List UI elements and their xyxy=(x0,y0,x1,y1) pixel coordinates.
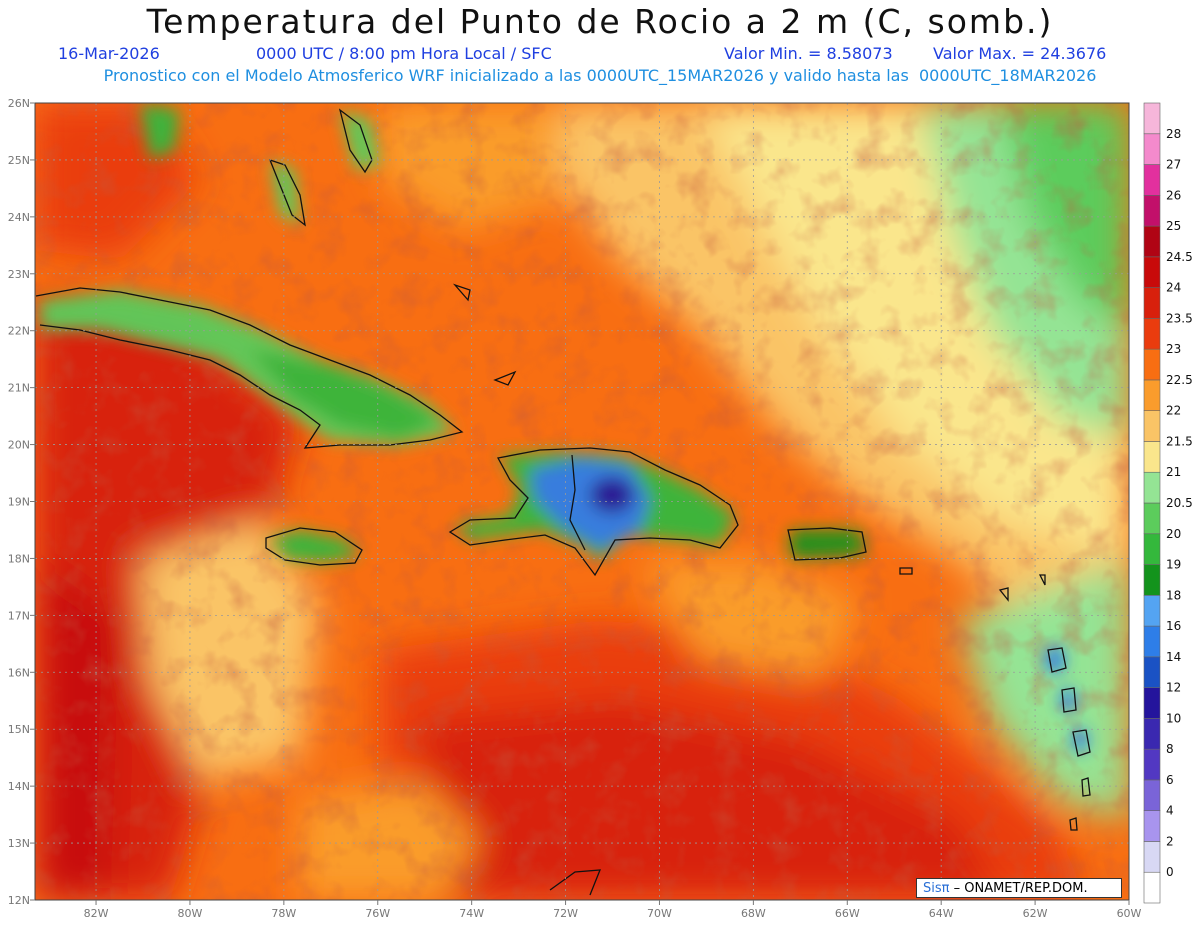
colorbar-label: 12 xyxy=(1166,681,1181,695)
colorbar-label: 16 xyxy=(1166,619,1181,633)
colorbar-swatch xyxy=(1143,502,1161,535)
lon-label: 66W xyxy=(835,907,860,920)
lat-label: 20N xyxy=(8,439,30,452)
colorbar-swatch xyxy=(1143,533,1161,565)
lat-label: 26N xyxy=(8,97,30,110)
valid-time: 0000 UTC / 8:00 pm Hora Local / SFC xyxy=(256,44,552,63)
colorbar-label: 23.5 xyxy=(1166,311,1193,325)
colorbar-swatch xyxy=(1143,471,1161,504)
colorbar-swatch xyxy=(1143,133,1161,165)
colorbar-swatch xyxy=(1143,348,1161,381)
lat-label: 18N xyxy=(8,552,30,565)
colorbar-label: 0 xyxy=(1166,865,1174,879)
colorbar-swatch xyxy=(1143,287,1161,319)
lon-label: 68W xyxy=(741,907,766,920)
colorbar-swatch xyxy=(1143,256,1161,288)
latitude-axis: 26N 25N 24N 23N 22N 21N 20N 19N 18N 17N 16N 15N 14N 1… xyxy=(8,97,35,907)
colorbar-swatch xyxy=(1143,379,1161,411)
colorbar-swatch xyxy=(1143,625,1161,658)
colorbar-swatch xyxy=(1143,871,1161,904)
colorbar-label: 20.5 xyxy=(1166,496,1193,510)
lon-label: 82W xyxy=(84,907,109,920)
lon-label: 64W xyxy=(929,907,954,920)
lat-label: 25N xyxy=(8,154,30,167)
lon-label: 78W xyxy=(271,907,296,920)
colorbar-swatch xyxy=(1143,195,1161,227)
colorbar-label: 8 xyxy=(1166,742,1174,756)
colorbar-swatch xyxy=(1143,748,1161,781)
credit-badge: Sisπ – ONAMET/REP.DOM. xyxy=(916,878,1122,898)
colorbar-swatch xyxy=(1143,225,1161,258)
colorbar-label: 22 xyxy=(1166,404,1181,418)
colorbar-label: 28 xyxy=(1166,127,1181,141)
lon-label: 76W xyxy=(365,907,390,920)
lat-label: 14N xyxy=(8,780,30,793)
colorbar-label: 22.5 xyxy=(1166,373,1193,387)
lat-label: 23N xyxy=(8,268,30,281)
lat-label: 22N xyxy=(8,325,30,338)
colorbar-label: 23 xyxy=(1166,342,1181,356)
colorbar-label: 20 xyxy=(1166,527,1181,541)
colorbar-swatch xyxy=(1143,564,1161,596)
model-subtitle: Pronostico con el Modelo Atmosferico WRF… xyxy=(103,66,1097,85)
colorbar-swatch xyxy=(1143,779,1161,811)
lon-label: 80W xyxy=(178,907,203,920)
colorbar-swatch xyxy=(1143,687,1161,719)
colorbar-label: 4 xyxy=(1166,804,1174,818)
colorbar-swatch xyxy=(1143,718,1161,750)
lat-label: 13N xyxy=(8,837,30,850)
lat-label: 24N xyxy=(8,211,30,224)
colorbar-swatch xyxy=(1143,102,1161,135)
lat-label: 17N xyxy=(8,609,30,622)
lon-label: 62W xyxy=(1023,907,1048,920)
colorbar-label: 25 xyxy=(1166,219,1181,233)
lon-label: 74W xyxy=(459,907,484,920)
colorbar-label: 19 xyxy=(1166,558,1181,572)
max-value: Valor Max. = 24.3676 xyxy=(933,44,1107,63)
lon-label: 72W xyxy=(553,907,578,920)
lat-label: 16N xyxy=(8,666,30,679)
colorbar-label: 14 xyxy=(1166,650,1181,664)
colorbar-swatch xyxy=(1143,318,1161,350)
dewpoint-field xyxy=(35,103,1129,900)
colorbar-swatch xyxy=(1143,410,1161,442)
colorbar-label: 18 xyxy=(1166,588,1181,602)
colorbar-label: 26 xyxy=(1166,188,1181,202)
colorbar-label: 27 xyxy=(1166,158,1181,172)
colorbar-label: 6 xyxy=(1166,773,1174,787)
credit-text: – ONAMET/REP.DOM. xyxy=(953,881,1088,896)
colorbar-swatch xyxy=(1143,656,1161,688)
colorbar-swatch xyxy=(1143,164,1161,196)
lat-label: 21N xyxy=(8,382,30,395)
lon-label: 70W xyxy=(647,907,672,920)
map-title: Temperatura del Punto de Rocio a 2 m (C,… xyxy=(146,2,1054,41)
coastlines xyxy=(35,108,1091,896)
colorbar: 024681012141618192020.52121.52222.52323.… xyxy=(1143,102,1193,904)
colorbar-swatch xyxy=(1143,441,1161,473)
lon-label: 60W xyxy=(1117,907,1142,920)
lat-label: 12N xyxy=(8,894,30,907)
min-value: Valor Min. = 8.58073 xyxy=(724,44,893,63)
lat-label: 19N xyxy=(8,496,30,509)
colorbar-label: 2 xyxy=(1166,834,1174,848)
colorbar-swatch xyxy=(1143,810,1161,842)
colorbar-swatch xyxy=(1143,841,1161,873)
graticule xyxy=(35,103,1129,900)
colorbar-label: 10 xyxy=(1166,711,1181,725)
sisp-logo: Sisπ xyxy=(923,881,950,896)
colorbar-swatch xyxy=(1143,595,1161,627)
longitude-axis: 82W 80W 78W 76W 74W 72W 70W 68W 66W 64W 62W 60W xyxy=(84,900,1142,920)
colorbar-label: 21 xyxy=(1166,465,1181,479)
colorbar-label: 24.5 xyxy=(1166,250,1193,264)
lat-label: 15N xyxy=(8,723,30,736)
colorbar-label: 24 xyxy=(1166,281,1181,295)
colorbar-label: 21.5 xyxy=(1166,434,1193,448)
valid-date: 16-Mar-2026 xyxy=(58,44,160,63)
